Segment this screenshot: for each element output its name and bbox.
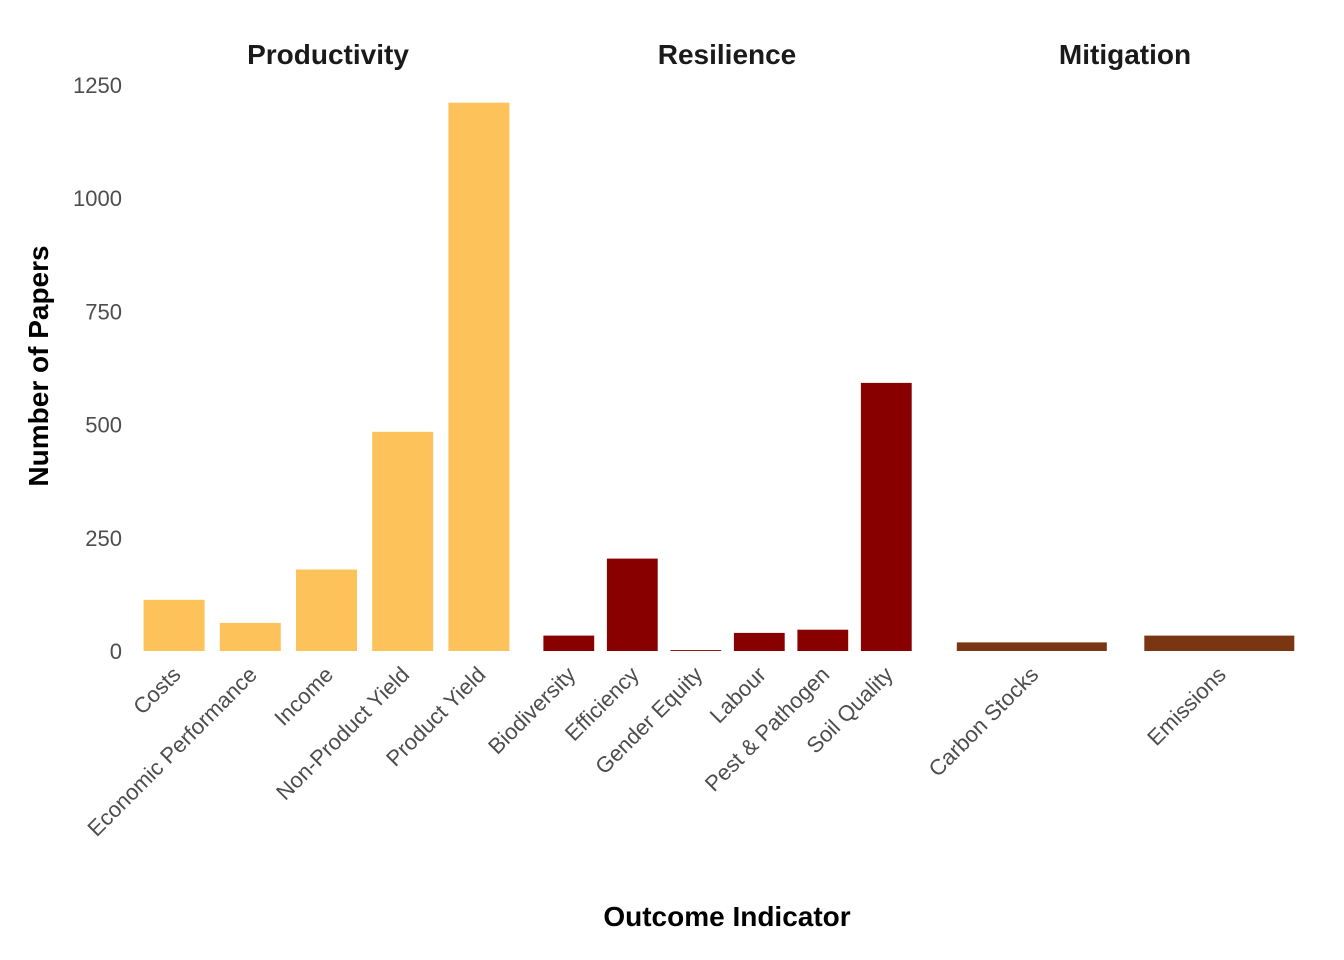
bar-soil-quality xyxy=(860,382,912,651)
bar-product-yield xyxy=(448,102,510,651)
y-tick-label: 500 xyxy=(85,413,122,438)
y-axis: 0 250 500 750 1000 1250 xyxy=(73,73,122,664)
y-tick-label: 1000 xyxy=(73,186,122,211)
y-tick-label: 250 xyxy=(85,526,122,551)
y-axis-title: Number of Papers xyxy=(23,245,54,486)
bar-emissions xyxy=(1144,635,1295,651)
y-tick-label: 0 xyxy=(110,639,122,664)
x-tick-label-non-product-yield: Non-Product Yield xyxy=(271,662,414,805)
y-tick-label: 1250 xyxy=(73,73,122,98)
x-tick-label-emissions: Emissions xyxy=(1142,662,1231,751)
y-tick-label: 750 xyxy=(85,299,122,324)
x-axis-title: Outcome Indicator xyxy=(603,901,850,932)
panel-title-productivity: Productivity xyxy=(247,39,409,70)
bars xyxy=(143,102,1295,651)
bar-carbon-stocks xyxy=(956,642,1107,651)
x-tick-label-costs: Costs xyxy=(128,662,185,719)
bar-efficiency xyxy=(606,558,658,651)
bar-economic-performance xyxy=(219,622,281,651)
bar-non-product-yield xyxy=(372,431,434,651)
panel-title-resilience: Resilience xyxy=(658,39,797,70)
bar-labour xyxy=(733,632,785,651)
bar-biodiversity xyxy=(543,635,595,651)
bar-pest-and-pathogen xyxy=(797,629,849,651)
bar-gender-equity xyxy=(670,650,722,651)
x-tick-label-income: Income xyxy=(269,662,338,731)
panel-titles: Productivity Resilience Mitigation xyxy=(247,39,1191,70)
bar-income xyxy=(296,569,357,651)
panel-title-mitigation: Mitigation xyxy=(1059,39,1191,70)
x-tick-label-carbon-stocks: Carbon Stocks xyxy=(924,662,1044,782)
x-tick-label-biodiversity: Biodiversity xyxy=(483,662,580,759)
bar-costs xyxy=(143,599,205,651)
